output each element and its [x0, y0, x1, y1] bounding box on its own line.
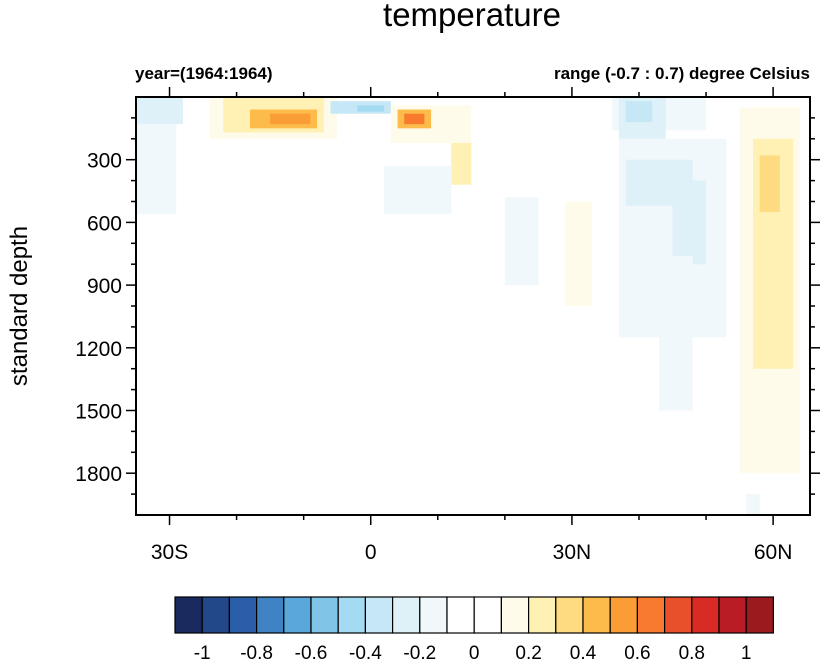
heatmap-cell	[384, 165, 452, 215]
heatmap-cell	[672, 180, 707, 265]
colorbar-box	[364, 596, 394, 634]
colorbar-box	[283, 596, 312, 634]
colorbar-box	[392, 596, 421, 634]
right-string: range (-0.7 : 0.7) degree Celsius	[554, 64, 810, 83]
colorbar-box	[174, 596, 203, 634]
colorbar-box	[663, 596, 693, 634]
heatmap-cell	[270, 113, 311, 125]
x-tick-label: 30N	[553, 541, 592, 564]
colorbar: -1 -0.8 -0.6 -0.4 -0.2 0 0.2 0.4 0.6 0.8 1	[174, 596, 775, 663]
axis-ticks	[126, 87, 820, 525]
chart-title: temperature	[383, 0, 561, 33]
colorbar-box	[419, 596, 448, 634]
colorbar-label: -1	[194, 643, 211, 663]
heatmap-cell	[565, 201, 593, 306]
left-string: year=(1964:1964)	[135, 64, 273, 83]
colorbar-box	[691, 596, 720, 634]
colorbar-box	[500, 596, 530, 634]
heatmap-cell	[451, 142, 472, 185]
x-tick-label: 30S	[151, 541, 188, 564]
colorbar-box	[745, 596, 775, 634]
colorbar-box	[718, 596, 747, 634]
colorbar-box	[256, 596, 285, 634]
y-tick-label: 1500	[75, 401, 122, 424]
colorbar-box	[473, 596, 503, 634]
heatmap-cell	[759, 155, 780, 212]
y-tick-label: 1800	[75, 463, 122, 486]
axis-tick-labels: 30S 0 30N 60N 300 600 900 1200 1500 1800	[75, 150, 792, 564]
x-tick-label: 60N	[754, 541, 793, 564]
colorbar-box	[446, 596, 475, 634]
colorbar-label: -0.6	[295, 643, 328, 663]
colorbar-box	[310, 596, 339, 634]
colorbar-label: 0.6	[624, 643, 650, 663]
colorbar-label: 0	[469, 643, 480, 663]
colorbar-label: 0.8	[679, 643, 705, 663]
colorbar-label: -0.2	[403, 643, 436, 663]
colorbar-box	[555, 596, 584, 634]
colorbar-box	[337, 596, 367, 634]
heatmap-cell	[625, 101, 653, 123]
y-tick-label: 300	[87, 150, 122, 173]
heatmap-cell	[659, 326, 693, 411]
y-tick-label: 600	[87, 212, 122, 235]
colorbar-label: 0.2	[515, 643, 541, 663]
colorbar-box	[636, 596, 666, 634]
heatmap-cell	[136, 97, 183, 125]
y-tick-label: 900	[87, 275, 122, 298]
colorbar-label: 0.4	[570, 643, 597, 663]
x-tick-label: 0	[365, 541, 377, 564]
colorbar-label: -0.4	[349, 643, 382, 663]
heatmap-cell	[746, 494, 760, 515]
y-tick-label: 1200	[75, 338, 122, 361]
heatmap-cells	[136, 97, 800, 515]
colorbar-box	[527, 596, 557, 634]
colorbar-box	[201, 596, 230, 634]
heatmap-cell	[665, 255, 693, 327]
colorbar-box	[609, 596, 639, 634]
y-axis-label: standard depth	[6, 226, 33, 386]
heatmap-cell	[357, 105, 385, 112]
colorbar-label: 1	[741, 643, 752, 663]
colorbar-box	[582, 596, 611, 634]
heatmap-cell	[404, 113, 425, 125]
heatmap-cell	[504, 197, 539, 286]
colorbar-label: -0.8	[240, 643, 273, 663]
colorbar-box	[228, 596, 258, 634]
